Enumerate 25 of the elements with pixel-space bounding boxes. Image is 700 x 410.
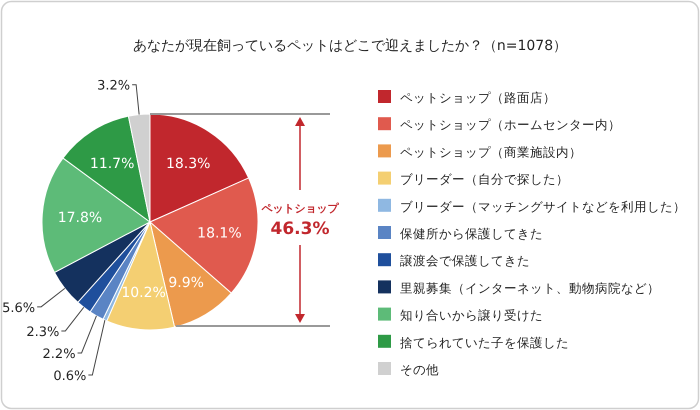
legend-label: ブリーダー（自分で探した） xyxy=(400,172,569,187)
data-label: 0.6% xyxy=(53,368,86,384)
legend-label: ペットショップ（路面店） xyxy=(400,90,556,105)
data-label: 2.2% xyxy=(42,346,76,362)
legend-label: 知り合いから譲り受けた xyxy=(400,308,543,323)
data-label: 17.8% xyxy=(58,210,102,226)
text: ペットショップ xyxy=(260,202,340,215)
data-label: 10.2% xyxy=(121,284,166,301)
chart-title: あなたが現在飼っているペットはどこで迎えましたか？（n=1078） xyxy=(132,38,568,54)
legend-label: 捨てられていた子を保護した xyxy=(400,334,569,350)
legend-label: その他 xyxy=(400,362,439,377)
data-label: 5.6% xyxy=(2,300,36,316)
data-label: 3.2% xyxy=(97,78,130,94)
legend-label: 里親募集（インターネット、動物病院など） xyxy=(400,280,660,296)
legend-label: ペットショップ（商業施設内） xyxy=(400,144,582,160)
data-label: 2.3% xyxy=(26,324,60,340)
text: 46.3% xyxy=(270,219,330,239)
data-label: 11.7% xyxy=(90,156,134,172)
legend-label: 保健所から保護してきた xyxy=(400,226,543,241)
legend-label: ペットショップ（ホームセンター内） xyxy=(400,117,621,132)
data-label: 9.9% xyxy=(168,275,204,292)
data-label: 18.1% xyxy=(197,225,242,242)
legend-label: ブリーダー（マッチングサイトなどを利用した） xyxy=(400,198,686,214)
legend-label: 譲渡会で保護してきた xyxy=(400,253,530,268)
data-label: 18.3% xyxy=(166,156,210,172)
